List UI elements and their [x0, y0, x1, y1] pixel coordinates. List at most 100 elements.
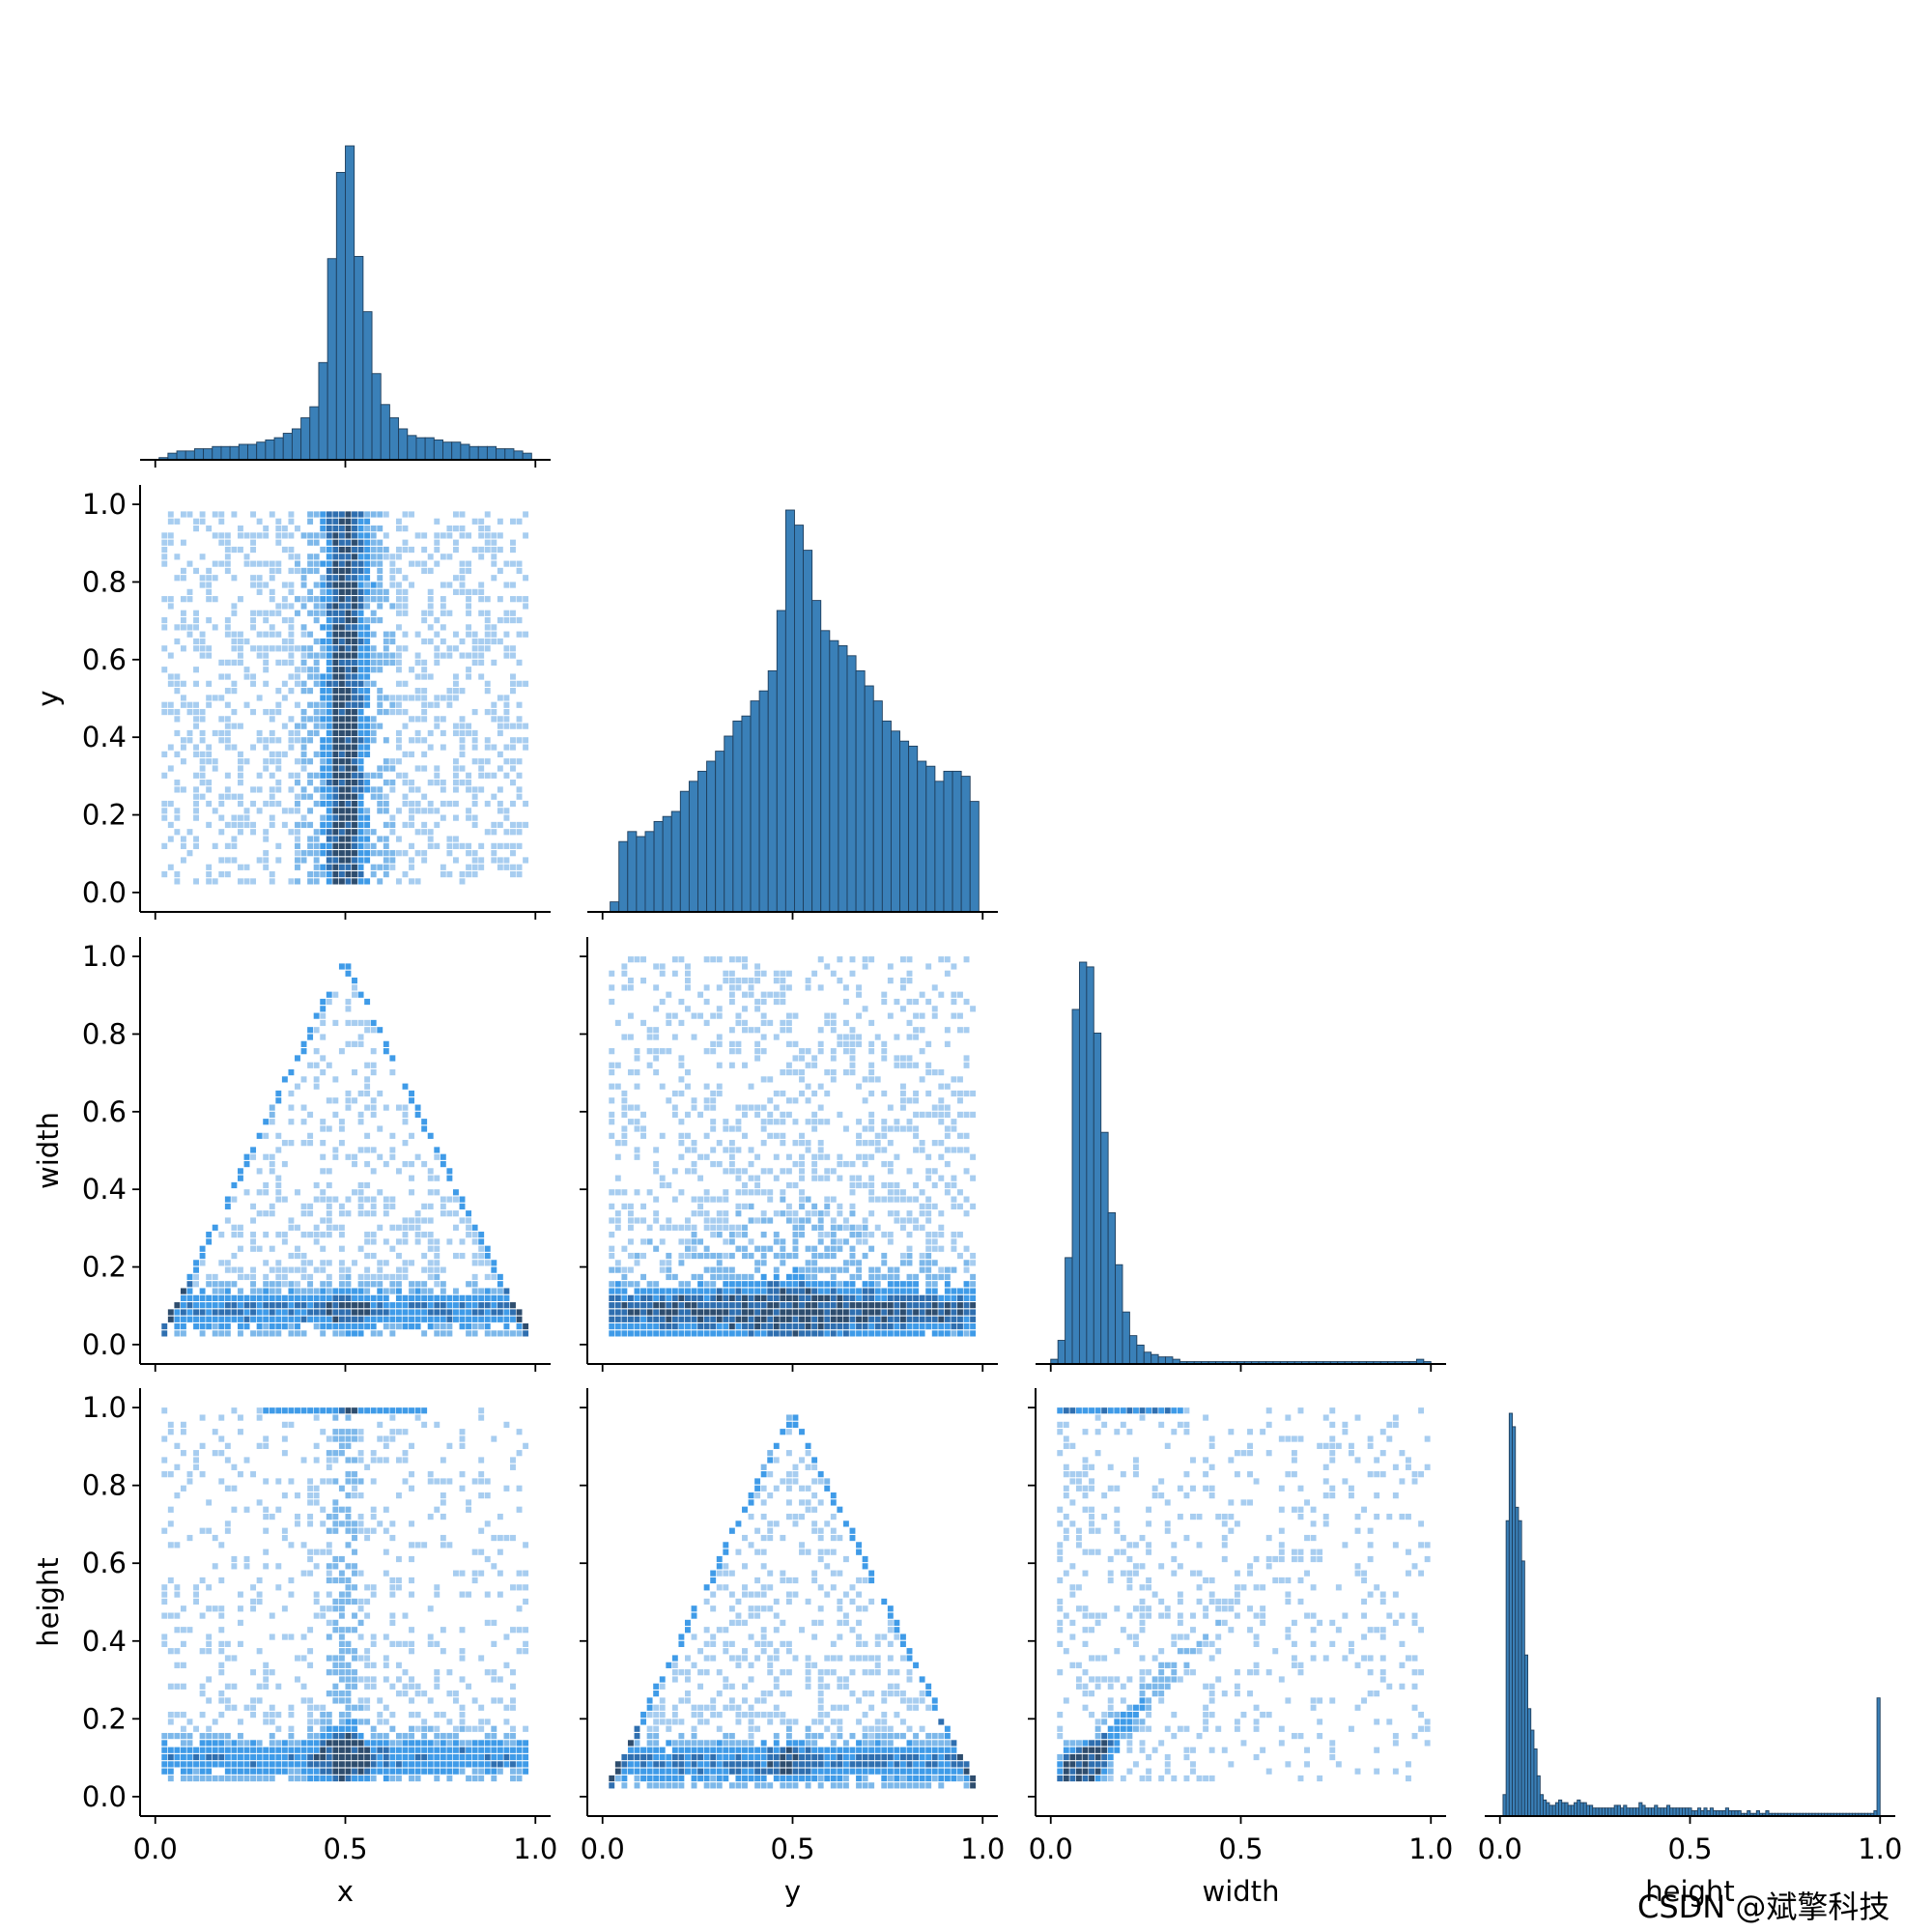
- heatmap-cell: [269, 870, 275, 878]
- heatmap-cell: [300, 1634, 307, 1640]
- heatmap-cell: [881, 1316, 888, 1322]
- heatmap-cell: [288, 1217, 295, 1224]
- heatmap-cell: [970, 1330, 977, 1337]
- heatmap-cell: [685, 1281, 691, 1288]
- heatmap-cell: [326, 772, 332, 779]
- heatmap-cell: [212, 1753, 218, 1761]
- heatmap-cell: [332, 680, 339, 687]
- heatmap-cell: [345, 673, 352, 680]
- heatmap-cell: [256, 1210, 263, 1217]
- heatmap-cell: [634, 1281, 640, 1288]
- heatmap-cell: [370, 842, 377, 849]
- heatmap-cell: [653, 1055, 660, 1062]
- heatmap-cell: [326, 737, 332, 744]
- heatmap-cell: [805, 1266, 811, 1273]
- heatmap-cell: [785, 1153, 792, 1160]
- heatmap-cell: [459, 1725, 466, 1732]
- heatmap-cell: [193, 814, 199, 821]
- heatmap-cell: [326, 588, 332, 595]
- heatmap-cell: [326, 786, 332, 793]
- heatmap-cell: [357, 624, 364, 631]
- heatmap-cell: [887, 978, 894, 984]
- heatmap-cell: [402, 1322, 409, 1330]
- heatmap-cell: [484, 1478, 491, 1485]
- heatmap-cell: [653, 1322, 660, 1330]
- heatmap-cell: [180, 1450, 186, 1457]
- heatmap-cell: [421, 716, 428, 723]
- heatmap-cell: [446, 1542, 453, 1548]
- heatmap-cell: [281, 1435, 288, 1442]
- heatmap-cell: [805, 1273, 811, 1281]
- heatmap-cell: [275, 1761, 282, 1768]
- heatmap-cell: [370, 1591, 377, 1598]
- heatmap-cell: [646, 1224, 653, 1231]
- heatmap-cell: [678, 1153, 685, 1160]
- heatmap-cell: [383, 1316, 389, 1322]
- heatmap-cell: [288, 1294, 295, 1301]
- heatmap-cell: [377, 688, 384, 695]
- heatmap-cell: [434, 1266, 440, 1273]
- heatmap-cell: [364, 616, 371, 624]
- heatmap-cell: [269, 1210, 275, 1217]
- heatmap-cell: [364, 1648, 371, 1655]
- heatmap-cell: [338, 1288, 345, 1294]
- heatmap-cell: [785, 1210, 792, 1217]
- heatmap-cell: [887, 1210, 894, 1217]
- heatmap-cell: [409, 1697, 414, 1704]
- heatmap-cell: [862, 1294, 868, 1301]
- heatmap-cell: [395, 610, 402, 616]
- heatmap-cell: [357, 765, 364, 772]
- heatmap-cell: [919, 1224, 925, 1231]
- heatmap-cell: [332, 1147, 339, 1153]
- heatmap-cell: [919, 1252, 925, 1260]
- heatmap-cell: [799, 1175, 805, 1181]
- heatmap-cell: [307, 1027, 314, 1034]
- heatmap-cell: [471, 814, 478, 821]
- heatmap-cell: [780, 1132, 786, 1139]
- heatmap-cell: [320, 1753, 327, 1761]
- heatmap-cell: [938, 1153, 945, 1160]
- heatmap-cell: [288, 673, 295, 680]
- heatmap-cell: [300, 737, 307, 744]
- heatmap-cell: [671, 1111, 678, 1119]
- heatmap-cell: [370, 1168, 377, 1175]
- heatmap-cell: [478, 588, 485, 595]
- heatmap-cell: [206, 786, 213, 793]
- heatmap-cell: [218, 1605, 225, 1612]
- histogram-bar: [697, 770, 708, 913]
- heatmap-cell: [446, 1719, 453, 1725]
- heatmap-cell: [357, 1747, 364, 1753]
- histogram-bar: [969, 801, 980, 913]
- heatmap-cell: [906, 1273, 913, 1281]
- heatmap-cell: [697, 1294, 704, 1301]
- heatmap-cell: [300, 1040, 307, 1047]
- heatmap-cell: [326, 1570, 332, 1577]
- histogram-bar: [273, 437, 284, 461]
- heatmap-cell: [697, 1196, 704, 1203]
- heatmap-cell: [288, 588, 295, 595]
- heatmap-cell: [338, 511, 345, 518]
- heatmap-cell: [773, 1119, 780, 1125]
- heatmap-cell: [193, 616, 199, 624]
- heatmap-cell: [925, 1153, 932, 1160]
- heatmap-cell: [180, 836, 186, 842]
- heatmap-cell: [666, 1019, 672, 1027]
- heatmap-cell: [218, 1232, 225, 1238]
- heatmap-cell: [370, 729, 377, 737]
- heatmap-cell: [352, 1753, 357, 1761]
- heatmap-cell: [421, 1125, 428, 1132]
- heatmap-cell: [377, 1520, 384, 1527]
- heatmap-cell: [414, 800, 421, 808]
- heatmap-cell: [383, 1160, 389, 1168]
- heatmap-cell: [377, 1189, 384, 1196]
- heatmap-cell: [459, 744, 466, 751]
- histogram-bar: [1502, 1794, 1507, 1817]
- heatmap-cell: [659, 1322, 666, 1330]
- heatmap-cell: [666, 1252, 672, 1260]
- heatmap-cell: [320, 1019, 327, 1027]
- heatmap-cell: [471, 1232, 478, 1238]
- heatmap-cell: [466, 1499, 472, 1506]
- heatmap-cell: [799, 1048, 805, 1055]
- heatmap-cell: [899, 1316, 906, 1322]
- heatmap-cell: [295, 800, 300, 808]
